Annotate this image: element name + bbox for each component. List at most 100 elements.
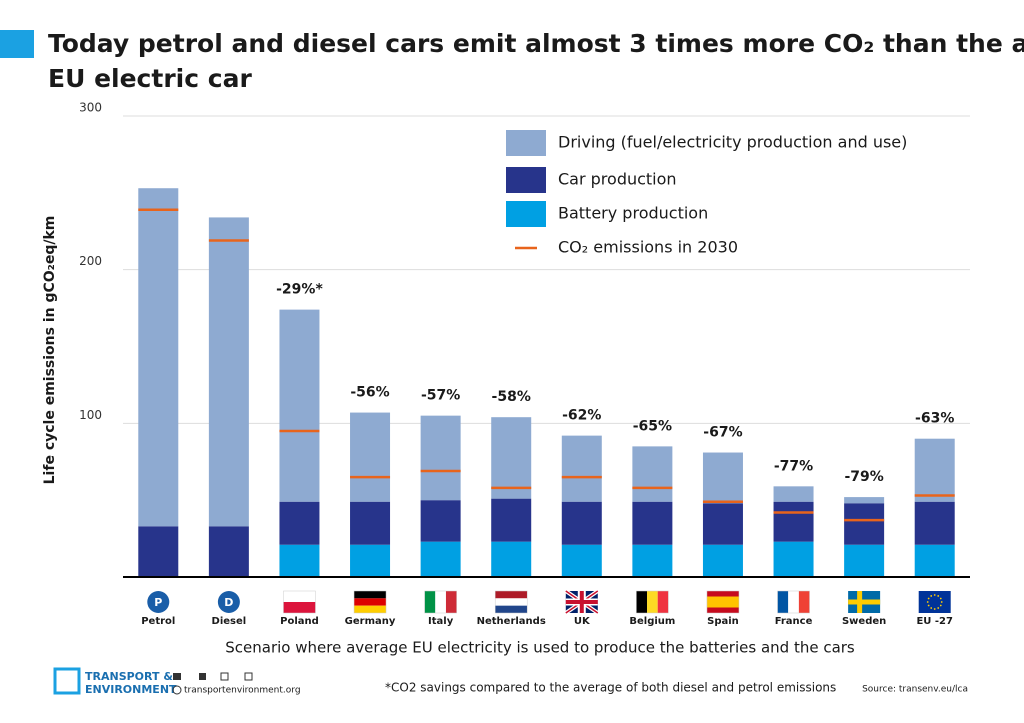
flag-part: [657, 591, 669, 613]
bar-segment: [420, 541, 461, 577]
flag-part: [939, 597, 942, 600]
social-icon: [220, 672, 229, 681]
bar-segment: [420, 415, 461, 501]
flag-part: [435, 591, 446, 613]
flag-part: [930, 595, 933, 597]
y-axis-label: Life cycle emissions in gCO₂eq/km: [42, 216, 58, 485]
flag-part: [636, 591, 648, 613]
flag-part: [937, 595, 940, 597]
flag: [706, 590, 740, 614]
flag-part: [354, 605, 387, 613]
bar-segment: [914, 501, 955, 545]
flag: [777, 590, 810, 614]
bar-segment: [844, 497, 885, 504]
flag-part: [283, 590, 316, 614]
bar-segment: [138, 526, 179, 577]
bar-segment: [773, 501, 814, 542]
bar-segment: [773, 541, 814, 577]
flag-part: [283, 591, 316, 602]
bar-segment: [138, 188, 179, 527]
flag-part: [927, 604, 930, 607]
legend-swatch: [506, 167, 546, 193]
flag-part: [848, 599, 881, 605]
y-tick-label: 300: [79, 101, 102, 115]
org-name: ENVIRONMENT: [85, 683, 177, 696]
flag-part: [445, 591, 457, 613]
legend-label: Car production: [558, 170, 677, 189]
bar-segment: [702, 544, 743, 577]
flag-part: [424, 590, 457, 614]
flag-part: [706, 596, 739, 608]
source: Source: transenv.eu/lca: [862, 685, 968, 695]
fuel-icon: [147, 591, 170, 613]
flag: [564, 589, 599, 615]
flag-part: [647, 591, 658, 613]
x-tick-label: UK: [574, 616, 591, 627]
website: transportenvironment.org: [184, 686, 301, 696]
fuel-icon: [217, 591, 240, 613]
flag-part: [927, 597, 930, 600]
bar-segment: [632, 446, 673, 502]
flag-part: [933, 608, 936, 610]
legend-label: Driving (fuel/electricity production and…: [558, 133, 907, 152]
flag-part: [495, 605, 528, 613]
x-tick-label: Diesel: [212, 616, 247, 627]
y-tick-label: 100: [79, 408, 102, 422]
bar-segment: [279, 544, 320, 577]
flag-part: [706, 590, 740, 614]
globe-icon: [172, 685, 182, 695]
bar-segment: [632, 501, 673, 545]
social-icon: [199, 673, 206, 680]
flag: [848, 591, 881, 613]
x-tick-label: Sweden: [842, 616, 886, 627]
legend-swatch: [506, 201, 546, 227]
flag-part: [788, 591, 799, 613]
bar-segment: [420, 500, 461, 542]
logo-icon: [53, 667, 81, 695]
org-name: TRANSPORT &: [85, 670, 173, 683]
fuel-icon-label: P: [154, 596, 162, 609]
x-tick-label: France: [775, 616, 813, 627]
bar-label: -57%: [421, 388, 460, 404]
flag-part: [930, 607, 933, 609]
flag-part: [918, 591, 951, 613]
footnote: *CO2 savings compared to the average of …: [385, 681, 836, 695]
x-tick-label: Italy: [428, 616, 454, 627]
flag-part: [777, 590, 810, 614]
bar-segment: [208, 526, 249, 577]
bar-segment: [208, 217, 249, 527]
bar-segment: [702, 503, 743, 545]
flag-part: [494, 590, 528, 614]
flag-part: [565, 600, 598, 604]
social-icon: [173, 673, 181, 680]
bar-label: -77%: [774, 458, 813, 474]
flag-part: [940, 601, 943, 603]
flag-part: [636, 590, 669, 614]
title-tab: [0, 30, 34, 58]
bar-label: -56%: [350, 385, 389, 401]
bar-segment: [561, 501, 602, 545]
legend-label: Battery production: [558, 204, 708, 223]
flag-part: [798, 591, 810, 613]
bar-segment: [561, 435, 602, 502]
x-tick-label: Petrol: [141, 616, 175, 627]
bar-segment: [491, 541, 532, 577]
x-tick-label: Belgium: [629, 616, 675, 627]
bar-segment: [350, 501, 391, 545]
bar-segment: [773, 486, 814, 502]
bar-segment: [844, 503, 885, 545]
flag-part: [937, 607, 940, 609]
flag-part: [424, 591, 436, 613]
flag: [424, 590, 457, 614]
legend-label: CO₂ emissions in 2030: [558, 238, 738, 257]
flag: [918, 591, 951, 613]
bar-segment: [561, 544, 602, 577]
flag-part: [933, 594, 936, 596]
bar-label: -65%: [633, 418, 672, 434]
bar-label: -63%: [915, 411, 954, 427]
flag-part: [926, 601, 929, 603]
bar-segment: [702, 452, 743, 504]
flag-part: [777, 591, 789, 613]
bar-label: -62%: [562, 408, 601, 424]
